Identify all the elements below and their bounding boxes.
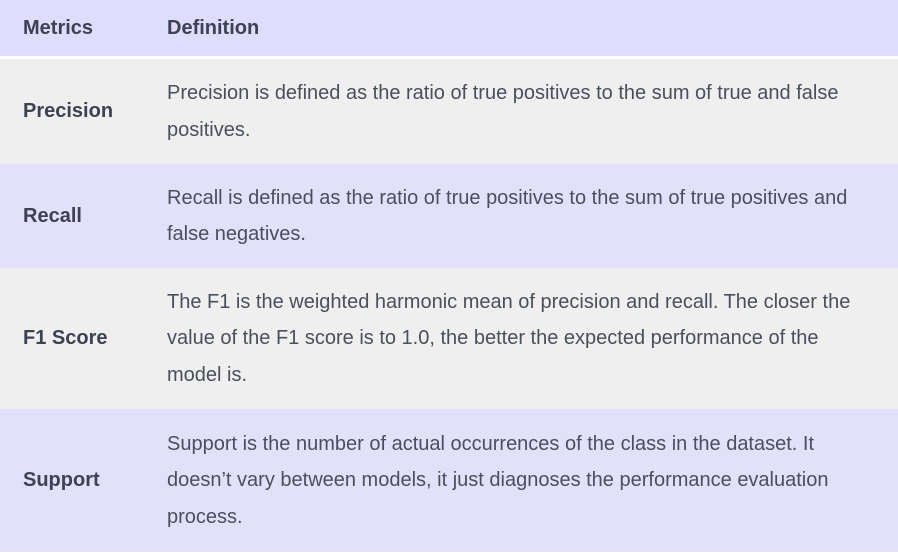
column-header-definition: Definition — [167, 16, 260, 39]
metric-name: F1 Score — [23, 327, 108, 349]
table-row: F1 Score The F1 is the weighted harmonic… — [0, 268, 898, 409]
table-header-row: Metrics Definition — [0, 0, 898, 59]
metric-definition: Support is the number of actual occurren… — [167, 432, 829, 528]
metric-name: Recall — [23, 204, 82, 227]
table-row: Precision Precision is defined as the ra… — [0, 59, 898, 164]
table-row: Support Support is the number of actual … — [0, 409, 898, 552]
table-row: Recall Recall is defined as the ratio of… — [0, 164, 898, 268]
metric-definition: Recall is defined as the ratio of true p… — [167, 186, 848, 246]
metric-definition: Precision is defined as the ratio of tru… — [167, 82, 839, 141]
column-header-metrics: Metrics — [23, 16, 94, 39]
metric-name: Precision — [23, 100, 114, 122]
metric-name: Support — [23, 469, 100, 491]
metric-definition: The F1 is the weighted harmonic mean of … — [167, 290, 851, 386]
